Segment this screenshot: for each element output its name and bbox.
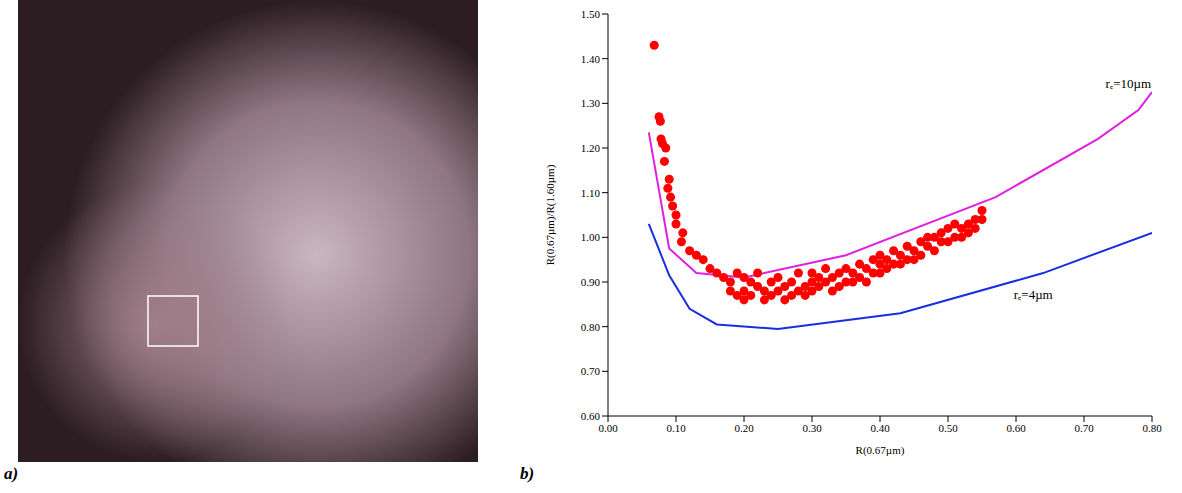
svg-text:1.30: 1.30 [581,97,601,109]
html-text:a): a) [4,464,19,483]
svg-text:0.40: 0.40 [870,422,890,434]
svg-text:0.60: 0.60 [1006,422,1026,434]
svg-text:0.70: 0.70 [1074,422,1094,434]
svg-text:0.90: 0.90 [581,276,601,288]
svg-text:0.00: 0.00 [598,422,618,434]
svg-text:R(0.67µm)/R(1.60µm): R(0.67µm)/R(1.60µm) [544,164,557,265]
svg-text:rₑ=10µm: rₑ=10µm [1106,76,1152,91]
svg-text:R(0.67µm): R(0.67µm) [856,444,905,457]
svg-text:0.30: 0.30 [802,422,822,434]
svg-text:1.50: 1.50 [581,8,601,20]
svg-text:0.70: 0.70 [581,365,601,377]
svg-text:rₑ=4µm: rₑ=4µm [1014,287,1053,302]
svg-text:0.10: 0.10 [666,422,686,434]
svg-text:0.60: 0.60 [581,410,601,422]
svg-text:1.20: 1.20 [581,142,601,154]
svg-text:1.40: 1.40 [581,53,601,65]
svg-text:0.20: 0.20 [734,422,754,434]
svg-text:0.50: 0.50 [938,422,958,434]
svg-text:1.00: 1.00 [581,231,601,243]
html-text:b): b) [520,464,535,483]
svg-text:0.80: 0.80 [1142,422,1162,434]
svg-text:1.10: 1.10 [581,187,601,199]
svg-text:0.80: 0.80 [581,321,601,333]
